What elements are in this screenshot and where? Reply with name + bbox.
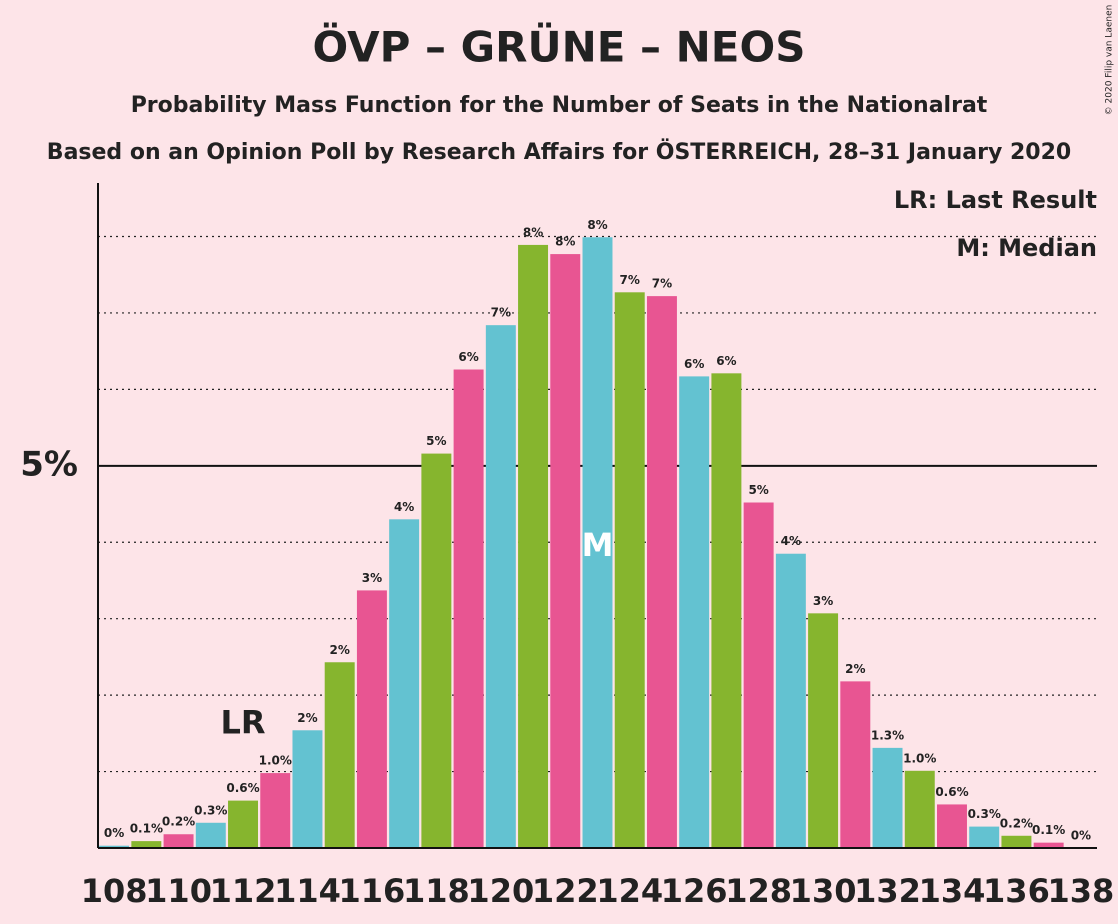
value-label: 6%	[458, 350, 478, 364]
marker-label: LR	[221, 704, 266, 742]
value-label: 0%	[1071, 829, 1091, 843]
bar	[99, 845, 130, 848]
value-label: 8%	[555, 235, 575, 249]
value-label: 0.6%	[935, 785, 968, 799]
value-label: 8%	[523, 225, 543, 239]
x-tick-label: 138	[1047, 872, 1114, 910]
bar	[679, 376, 710, 848]
legend-entry: LR: Last Result	[894, 186, 1097, 214]
value-label: 5%	[426, 434, 446, 448]
bar	[389, 519, 420, 848]
bar	[292, 730, 323, 848]
copyright: © 2020 Filip van Laenen	[1105, 5, 1115, 116]
bar	[421, 453, 452, 848]
x-tick-label: 112	[210, 872, 277, 910]
x-tick-label: 136	[983, 872, 1050, 910]
x-tick-label: 134	[919, 872, 986, 910]
value-label: 1.0%	[903, 751, 936, 765]
y-tick-label: 5%	[20, 444, 78, 484]
x-tick-label: 122	[532, 872, 599, 910]
value-label: 2%	[297, 711, 317, 725]
bar	[453, 369, 484, 848]
value-label: 0.3%	[194, 803, 227, 817]
value-label: 6%	[716, 354, 736, 368]
x-tick-label: 110	[145, 872, 212, 910]
bar	[163, 834, 194, 848]
x-tick-label: 128	[725, 872, 792, 910]
x-tick-label: 118	[403, 872, 470, 910]
value-label: 0.1%	[130, 822, 163, 836]
bar	[324, 662, 355, 848]
value-label: 2%	[845, 662, 865, 676]
legend-entry: M: Median	[956, 234, 1097, 262]
bar	[743, 502, 774, 848]
value-label: 4%	[394, 500, 414, 514]
x-tick-label: 108	[81, 872, 148, 910]
value-label: 7%	[620, 273, 640, 287]
value-label: 1.3%	[871, 728, 904, 742]
value-label: 0.6%	[226, 781, 259, 795]
bar	[1001, 835, 1032, 848]
value-label: 0%	[104, 826, 124, 840]
value-label: 7%	[652, 277, 672, 291]
x-tick-label: 130	[790, 872, 857, 910]
bar	[260, 773, 291, 848]
bar	[646, 296, 677, 848]
value-label: 0.2%	[1000, 816, 1033, 830]
x-tick-label: 114	[274, 872, 341, 910]
bar	[711, 373, 742, 848]
bar	[808, 613, 839, 848]
value-label: 3%	[362, 571, 382, 585]
x-tick-label: 124	[596, 872, 663, 910]
value-label: 7%	[491, 306, 511, 320]
x-tick-label: 126	[661, 872, 728, 910]
x-tick-label: 116	[339, 872, 406, 910]
bar	[228, 800, 259, 848]
chart-title: ÖVP – GRÜNE – NEOS	[313, 22, 806, 72]
bar	[1033, 842, 1064, 848]
x-tick-label: 132	[854, 872, 921, 910]
bar	[969, 826, 1000, 848]
value-label: 0.2%	[162, 815, 195, 829]
value-label: 0.1%	[1032, 823, 1065, 837]
value-label: 3%	[813, 594, 833, 608]
value-label: 4%	[781, 534, 801, 548]
bar	[195, 822, 226, 848]
bar	[582, 237, 613, 848]
value-label: 8%	[587, 218, 607, 232]
value-label: 6%	[684, 357, 704, 371]
value-label: 2%	[330, 643, 350, 657]
chart-subtitle: Probability Mass Function for the Number…	[131, 93, 988, 118]
value-label: 1.0%	[259, 754, 292, 768]
marker-label: M	[582, 526, 614, 564]
bar	[904, 770, 935, 848]
chart-subtitle: Based on an Opinion Poll by Research Aff…	[47, 139, 1071, 165]
bar	[775, 553, 806, 848]
bar	[936, 804, 967, 848]
bar	[485, 325, 516, 848]
bar	[550, 254, 581, 849]
bar	[614, 292, 645, 849]
bar	[840, 681, 871, 848]
bar	[518, 244, 549, 848]
bar	[356, 590, 387, 848]
bar	[131, 841, 162, 848]
value-label: 0.3%	[968, 807, 1001, 821]
bar	[872, 747, 903, 848]
value-label: 5%	[748, 483, 768, 497]
x-tick-label: 120	[467, 872, 534, 910]
